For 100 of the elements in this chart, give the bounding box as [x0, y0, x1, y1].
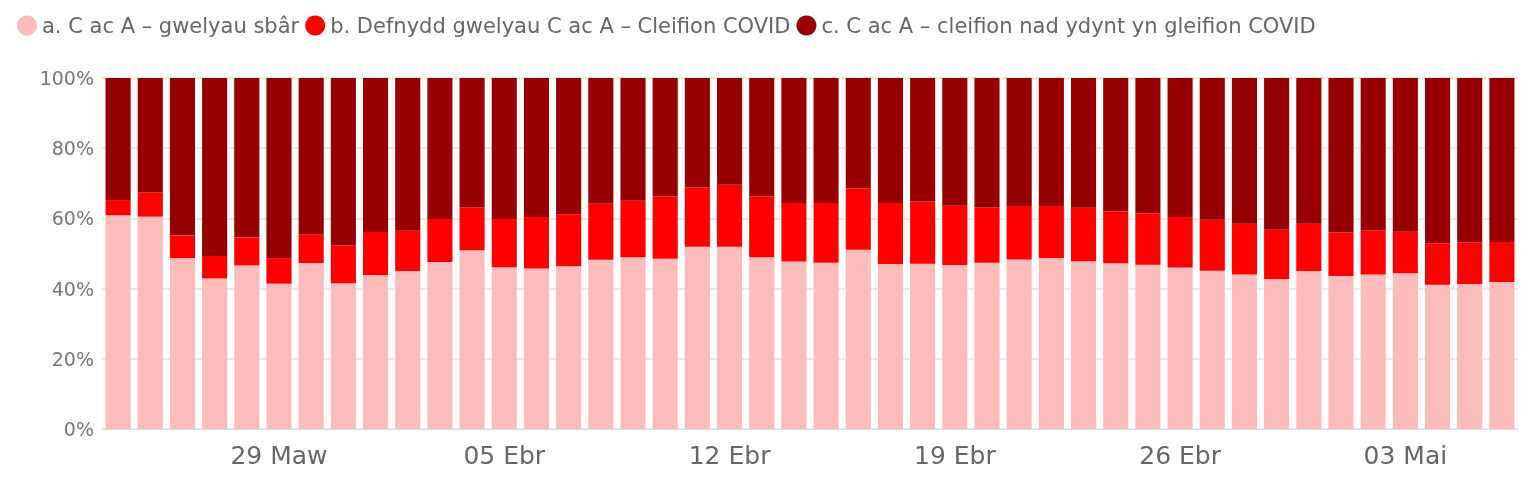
bar: [1103, 211, 1129, 264]
y-tick-label: 80%: [51, 137, 94, 160]
bar: [1424, 243, 1451, 285]
bar: [813, 262, 839, 429]
bar: [1167, 217, 1193, 268]
bar: [105, 78, 131, 201]
bar: [137, 192, 163, 217]
bar: [202, 255, 228, 279]
x-tick-label: 29 Maw: [230, 441, 328, 470]
bar: [202, 278, 228, 429]
bar: [491, 219, 517, 268]
bar: [330, 283, 356, 429]
bar: [813, 78, 839, 203]
bar: [1006, 78, 1032, 207]
bar: [1360, 78, 1386, 231]
bar: [845, 188, 871, 250]
bar: [169, 78, 196, 236]
bar: [1264, 78, 1290, 230]
y-tick-label: 20%: [51, 347, 94, 370]
bar: [781, 202, 807, 262]
bar: [556, 78, 582, 215]
y-tick-label: 100%: [39, 67, 94, 89]
bar: [1231, 274, 1258, 429]
bar: [266, 283, 292, 429]
bar: [588, 203, 614, 260]
bar: [1489, 281, 1515, 429]
bar: [1296, 78, 1322, 224]
bar: [1038, 258, 1064, 429]
bar: [749, 196, 775, 258]
bar: [169, 235, 196, 259]
bar: [1296, 223, 1322, 272]
bar: [588, 78, 614, 204]
bar: [1489, 78, 1515, 242]
bar: [1328, 78, 1354, 233]
bar: [169, 258, 196, 429]
bar: [234, 265, 260, 429]
bar: [1328, 275, 1354, 429]
bar: [1103, 78, 1129, 212]
bar: [1424, 78, 1451, 244]
bar: [1006, 206, 1032, 260]
bar: [1392, 273, 1418, 429]
bar: [910, 201, 936, 264]
bar: [1457, 284, 1483, 429]
bar: [845, 78, 871, 189]
bar: [491, 78, 517, 220]
bar: [877, 264, 904, 429]
legend-label: a. C ac A – gwelyau sbâr: [42, 13, 300, 38]
bar: [1296, 271, 1322, 429]
bar: [781, 261, 807, 429]
bar: [1199, 270, 1225, 429]
bar: [1457, 242, 1483, 285]
bar: [137, 78, 163, 193]
bar: [523, 217, 550, 269]
bar: [910, 78, 936, 202]
bar: [716, 246, 743, 429]
bar: [974, 262, 1000, 429]
bar: [298, 262, 324, 429]
bar: [202, 78, 228, 256]
bar: [716, 184, 743, 247]
bar: [1360, 230, 1386, 275]
bar: [1070, 78, 1097, 208]
bar: [1264, 279, 1290, 429]
bar: [620, 78, 646, 201]
bar: [1167, 267, 1193, 429]
bar: [523, 268, 550, 429]
legend-label: c. C ac A – cleifion nad ydynt yn gleifion COVID: [821, 13, 1316, 38]
y-tick-label: 60%: [51, 207, 94, 230]
bar: [942, 78, 968, 206]
bar: [1070, 207, 1097, 262]
bar: [974, 207, 1000, 263]
bar: [1135, 78, 1161, 214]
bar: [942, 205, 968, 266]
bar: [234, 237, 260, 266]
bar: [427, 219, 453, 262]
bar: [105, 215, 131, 429]
bar: [1360, 274, 1386, 429]
bar: [877, 202, 904, 265]
bar: [652, 78, 678, 197]
bar: [491, 267, 517, 429]
bar: [523, 78, 550, 217]
bar: [298, 78, 324, 235]
bar: [137, 216, 163, 429]
bar: [620, 200, 646, 258]
bar: [781, 78, 807, 203]
bar: [942, 265, 968, 429]
bar: [1489, 241, 1515, 282]
x-tick-label: 05 Ebr: [463, 441, 546, 470]
bar: [105, 200, 131, 216]
bar: [813, 202, 839, 263]
bar: [266, 258, 292, 284]
bar: [427, 261, 453, 429]
bar: [1328, 232, 1354, 276]
bar: [1038, 206, 1064, 259]
bar: [1135, 264, 1161, 429]
y-tick-label: 40%: [51, 277, 94, 300]
bar: [1103, 263, 1129, 429]
bar: [652, 258, 678, 429]
y-tick-label: 0%: [63, 418, 94, 440]
bar: [556, 214, 582, 267]
bar: [652, 196, 678, 259]
